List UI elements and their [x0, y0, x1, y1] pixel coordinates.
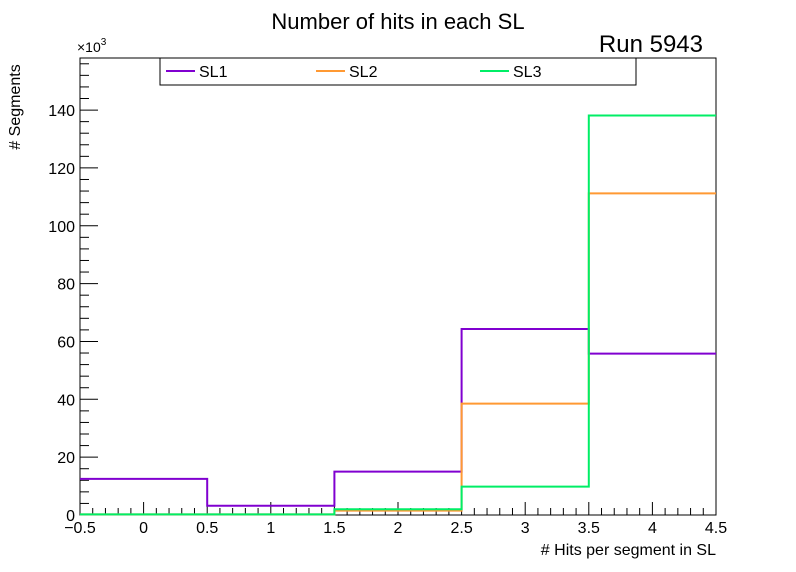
- legend-label-sl1: SL1: [199, 64, 228, 81]
- y-multiplier-exponent: 3: [101, 37, 107, 48]
- series-sl1: [80, 328, 716, 507]
- x-tick-label: 0.5: [196, 520, 218, 537]
- legend-box: [159, 57, 637, 86]
- y-multiplier: ×103: [77, 37, 107, 55]
- x-tick-label: 1.5: [323, 520, 345, 537]
- legend-label-sl2: SL2: [349, 64, 378, 81]
- y-tick-label: 60: [57, 334, 75, 351]
- y-tick-label: 120: [48, 161, 75, 178]
- x-tick-label: 0: [139, 520, 148, 537]
- plot-area: −0.5 0 0.5 1 1.5 2 2.5 3 3.5 4 4.50204060801001201…: [48, 57, 727, 537]
- x-tick-label: 4.5: [705, 520, 727, 537]
- y-tick-label: 0: [66, 508, 75, 525]
- series-sl3: [80, 114, 716, 516]
- legend-label-sl3: SL3: [513, 64, 542, 81]
- y-axis-label: # Segments: [7, 64, 24, 149]
- y-tick-label: 20: [57, 450, 75, 467]
- run-label: Run 5943: [599, 31, 703, 58]
- x-tick-label: 3: [521, 520, 530, 537]
- chart-title: Number of hits in each SL: [271, 9, 524, 34]
- x-tick-label: 4: [648, 520, 657, 537]
- y-tick-label: 140: [48, 103, 75, 120]
- y-tick-label: 40: [57, 392, 75, 409]
- x-tick-label: 3.5: [578, 520, 600, 537]
- x-tick-label: 1: [266, 520, 275, 537]
- legend: SL1 SL2 SL3: [159, 57, 637, 86]
- plot-frame: [79, 57, 717, 516]
- y-tick-label: 80: [57, 277, 75, 294]
- x-tick-label: 2: [394, 520, 403, 537]
- x-tick-label: 2.5: [450, 520, 472, 537]
- y-tick-label: 100: [48, 219, 75, 236]
- x-axis-label: # Hits per segment in SL: [541, 542, 716, 559]
- x-tick-label: −0.5: [64, 520, 96, 537]
- y-multiplier-base: ×10: [77, 39, 101, 55]
